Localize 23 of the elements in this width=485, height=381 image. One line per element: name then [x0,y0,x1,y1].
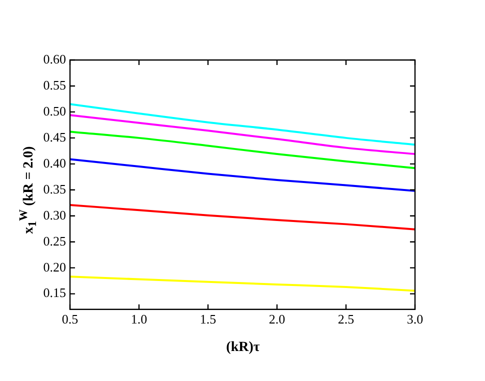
x-tick-label: 2.0 [268,312,286,327]
line-series [70,158,415,192]
line-series [70,130,415,170]
y-tick-label: 0.60 [43,51,66,66]
line-series [70,276,415,292]
x-axis-title: (kR)τ [225,340,261,356]
y-tick-label: 0.15 [43,285,66,300]
x-tick-label: 2.5 [338,312,354,327]
y-tick-label: 0.30 [43,207,66,222]
line-series [70,114,415,156]
y-tick-label: 0.50 [43,103,66,118]
x-tick-label: 1.0 [130,312,148,327]
y-tick-label: 0.55 [43,77,66,92]
y-tick-label: 0.20 [43,259,66,274]
y-tick-label: 0.35 [43,181,66,196]
x-tick-label: 1.5 [200,312,216,327]
line-series [70,204,415,230]
y-tick-label: 0.45 [43,129,66,144]
y-tick-label: 0.40 [43,155,66,170]
line-series [70,103,415,146]
y-tick-label: 0.25 [43,233,66,248]
x-tick-label: 3.0 [406,312,424,327]
x-tick-label: 0.5 [62,312,78,327]
